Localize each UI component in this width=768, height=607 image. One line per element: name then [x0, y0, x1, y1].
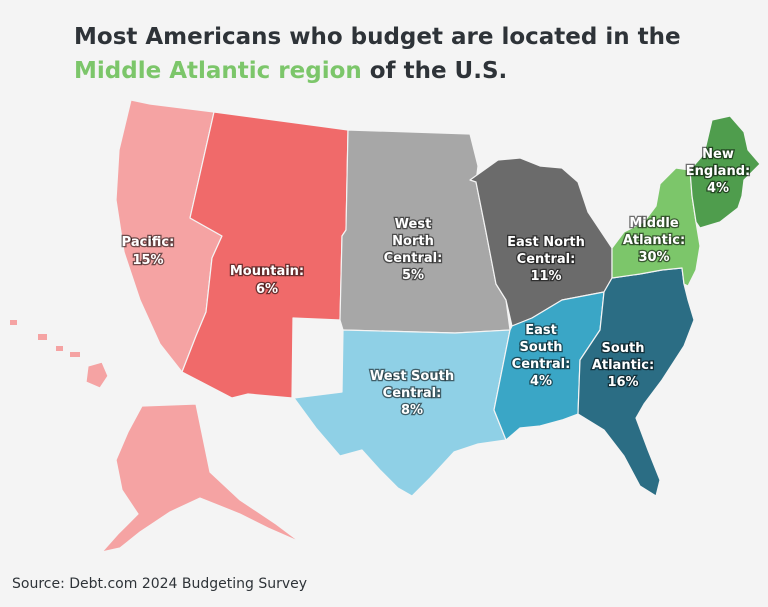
ma-label-value: 30% — [638, 250, 669, 265]
title-line1: Most Americans who budget are located in… — [74, 24, 681, 50]
label-middle-atlantic: Middle Atlantic: 30% — [622, 215, 687, 267]
map-title: Most Americans who budget are located in… — [74, 20, 714, 88]
wsc-label-name2: Central: — [383, 386, 442, 401]
sa-label-value: 16% — [607, 375, 638, 390]
mountain-label-name: Mountain: — [230, 264, 304, 279]
ma-label-name2: Atlantic: — [623, 233, 685, 248]
mountain-label-value: 6% — [256, 282, 278, 297]
pacific-label-value: 15% — [132, 253, 163, 268]
esc-label-value: 4% — [530, 374, 552, 389]
label-west-south-central: West South Central: 8% — [369, 368, 456, 420]
title-line2-rest: of the U.S. — [361, 58, 508, 84]
sa-label-name1: South — [601, 341, 644, 356]
ne-label-name1: New — [702, 147, 734, 162]
region-east-south-central — [493, 291, 605, 441]
label-new-england: New England: 4% — [684, 146, 751, 198]
wnc-label-value: 5% — [402, 268, 424, 283]
east-south-central-shape — [493, 291, 605, 441]
esc-label-name3: Central: — [512, 357, 571, 372]
pacific-label-name: Pacific: — [122, 235, 175, 250]
wsc-label-value: 8% — [401, 403, 423, 418]
region-middle-atlantic — [611, 167, 701, 287]
enc-label-value: 11% — [530, 269, 561, 284]
hawaii-islet-3 — [56, 346, 63, 351]
ne-label-value: 4% — [707, 181, 729, 196]
enc-label-name1: East North — [507, 235, 585, 250]
wsc-label-name1: West South — [370, 369, 454, 384]
new-england-shape — [689, 115, 761, 229]
label-east-south-central: East South Central: 4% — [510, 322, 571, 391]
sa-label-name2: Atlantic: — [592, 358, 654, 373]
label-south-atlantic: South Atlantic: 16% — [591, 340, 656, 392]
ma-label-name1: Middle — [629, 216, 678, 231]
label-west-north-central: West North Central: 5% — [382, 216, 443, 285]
source-note: Source: Debt.com 2024 Budgeting Survey — [12, 576, 308, 592]
esc-label-name1: East — [525, 323, 557, 338]
region-west-north-central — [339, 129, 511, 334]
ne-label-name2: England: — [686, 164, 750, 179]
west-north-central-shape — [339, 129, 511, 334]
hawaii-islet-1 — [10, 320, 17, 325]
hawaii-islet-2 — [38, 334, 47, 340]
esc-label-name2: South — [519, 340, 562, 355]
wnc-label-name2: North — [392, 234, 434, 249]
hawaii-shape — [85, 361, 109, 389]
label-pacific: Pacific: 15% — [120, 234, 175, 270]
region-new-england — [689, 115, 761, 229]
wnc-label-name1: West — [395, 217, 432, 232]
title-highlight: Middle Atlantic region — [74, 58, 362, 84]
alaska-shape — [101, 403, 301, 553]
middle-atlantic-shape — [611, 167, 701, 287]
hawaii-islet-4 — [70, 352, 80, 357]
label-mountain: Mountain: 6% — [229, 263, 306, 299]
enc-label-name2: Central: — [517, 252, 576, 267]
label-east-north-central: East North Central: 11% — [506, 234, 586, 286]
wnc-label-name3: Central: — [384, 251, 443, 266]
